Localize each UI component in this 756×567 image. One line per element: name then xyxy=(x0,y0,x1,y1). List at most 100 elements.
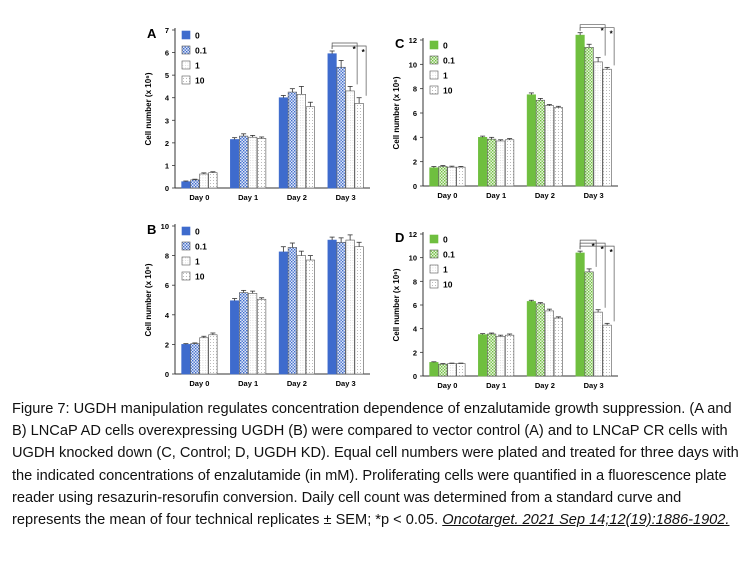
bar xyxy=(345,90,355,189)
significance-star: * xyxy=(362,48,366,57)
bar xyxy=(278,97,288,189)
panel-label-a: A xyxy=(147,26,157,41)
bar xyxy=(305,259,315,375)
bar xyxy=(496,140,506,187)
bar xyxy=(535,99,545,187)
x-tick-label: Day 3 xyxy=(584,381,604,390)
x-tick-label: Day 3 xyxy=(336,379,356,388)
bar xyxy=(456,363,466,377)
legend-label: 0 xyxy=(195,31,200,41)
y-tick-label: 4 xyxy=(165,94,170,103)
bar xyxy=(496,336,506,377)
legend-label: 10 xyxy=(443,86,453,96)
bar xyxy=(287,247,297,375)
y-tick-label: 8 xyxy=(165,252,169,261)
x-tick-label: Day 0 xyxy=(437,381,457,390)
y-tick-label: 6 xyxy=(413,109,417,118)
legend-label: 0.1 xyxy=(443,56,455,66)
bar xyxy=(456,166,466,187)
legend-swatch xyxy=(181,30,191,40)
legend-swatch xyxy=(429,85,439,95)
bar xyxy=(199,173,209,189)
bar xyxy=(526,94,536,187)
bar xyxy=(327,239,337,375)
legend-swatch xyxy=(429,234,439,244)
bar xyxy=(345,239,355,375)
bar xyxy=(305,106,315,189)
bar xyxy=(544,310,554,377)
bar xyxy=(336,66,346,189)
caption-citation: Oncotarget. 2021 Sep 14;12(19):1886-1902… xyxy=(442,512,730,529)
bar xyxy=(535,303,545,377)
y-tick-label: 0 xyxy=(413,182,417,191)
y-tick-label: 6 xyxy=(165,281,169,290)
x-tick-label: Day 0 xyxy=(437,191,457,200)
y-tick-label: 5 xyxy=(165,71,169,80)
bar xyxy=(199,337,209,375)
y-axis-label: Cell number (x 10⁶) xyxy=(392,268,401,341)
legend-label: 0.1 xyxy=(195,242,207,252)
bar xyxy=(230,300,240,375)
bar xyxy=(287,91,297,189)
bar xyxy=(208,172,218,189)
x-tick-label: Day 2 xyxy=(535,381,555,390)
legend-swatch xyxy=(181,241,191,251)
x-tick-label: Day 1 xyxy=(486,191,506,200)
bar xyxy=(505,334,515,377)
y-tick-label: 2 xyxy=(413,158,417,167)
bar xyxy=(487,138,497,187)
x-tick-label: Day 0 xyxy=(189,379,209,388)
y-tick-label: 10 xyxy=(409,254,417,263)
bar xyxy=(429,167,439,187)
bar xyxy=(526,301,536,377)
bar xyxy=(438,166,448,187)
y-tick-label: 1 xyxy=(165,161,169,170)
bar xyxy=(429,362,439,377)
bar xyxy=(584,46,594,187)
bar xyxy=(584,271,594,377)
legend-label: 0 xyxy=(195,227,200,237)
panel-label-c: C xyxy=(395,36,405,51)
bar xyxy=(257,138,267,189)
bar xyxy=(248,293,258,375)
x-tick-label: Day 1 xyxy=(486,381,506,390)
bar xyxy=(230,139,240,189)
legend-swatch xyxy=(429,55,439,65)
y-tick-label: 4 xyxy=(413,325,418,334)
legend-label: 0 xyxy=(443,235,448,245)
y-tick-label: 8 xyxy=(413,277,417,286)
bar xyxy=(553,107,563,187)
legend-label: 10 xyxy=(195,272,205,282)
bar xyxy=(208,334,218,375)
bar xyxy=(544,105,554,187)
y-tick-label: 10 xyxy=(161,222,169,231)
legend-label: 10 xyxy=(443,280,453,290)
significance-bracket xyxy=(331,45,367,96)
bar xyxy=(257,298,267,375)
x-tick-label: Day 3 xyxy=(584,191,604,200)
bar xyxy=(296,94,306,189)
x-tick-label: Day 2 xyxy=(535,191,555,200)
significance-star: * xyxy=(592,242,596,251)
bar xyxy=(602,68,612,187)
legend-label: 1 xyxy=(443,265,448,275)
significance-star: * xyxy=(353,45,357,54)
y-tick-label: 2 xyxy=(165,139,169,148)
significance-bracket xyxy=(579,27,615,66)
significance-bracket xyxy=(579,245,615,322)
y-tick-label: 2 xyxy=(413,348,417,357)
bar xyxy=(593,61,603,187)
bar xyxy=(487,333,497,377)
y-axis-label: Cell number (x 10⁶) xyxy=(144,263,153,336)
legend-label: 10 xyxy=(195,76,205,86)
y-tick-label: 4 xyxy=(165,311,170,320)
bar xyxy=(239,292,249,375)
legend-swatch xyxy=(429,249,439,259)
legend-swatch xyxy=(181,271,191,281)
bar xyxy=(239,135,249,189)
bar xyxy=(248,136,258,189)
bar xyxy=(505,139,515,187)
bar xyxy=(478,137,488,187)
